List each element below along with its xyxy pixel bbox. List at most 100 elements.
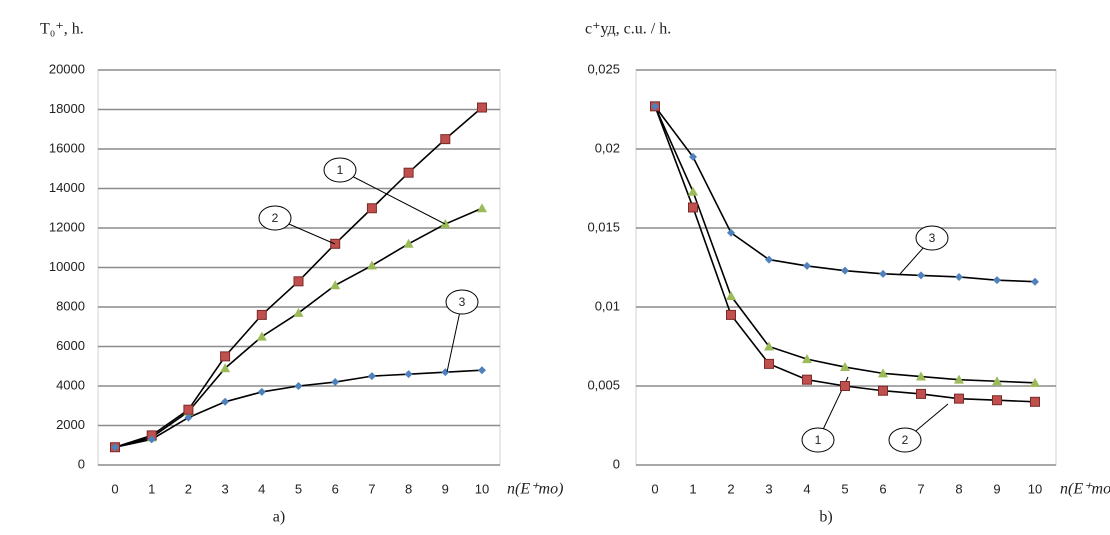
marker xyxy=(726,290,736,300)
marker xyxy=(841,266,849,275)
x-tick-label: 6 xyxy=(879,481,886,496)
marker xyxy=(330,280,341,290)
y-tick-label: 8000 xyxy=(56,298,85,313)
marker xyxy=(147,435,156,444)
marker xyxy=(220,363,231,373)
y-tick-label: 18000 xyxy=(49,101,85,116)
marker xyxy=(477,203,487,213)
y-tick-label: 0,015 xyxy=(587,219,620,234)
label-circle xyxy=(445,289,479,315)
marker xyxy=(916,388,926,399)
marker xyxy=(992,395,1002,406)
marker xyxy=(256,331,267,341)
series-label: 2 xyxy=(272,211,279,225)
x-tick-label: 9 xyxy=(442,481,449,496)
marker xyxy=(727,228,735,237)
series-line xyxy=(114,369,483,449)
x-tick-label: 4 xyxy=(258,481,265,496)
x-tick-label: 8 xyxy=(955,481,962,496)
x-tick-label: 7 xyxy=(917,481,924,496)
marker xyxy=(366,203,377,214)
marker xyxy=(916,371,926,381)
x-tick-label: 2 xyxy=(185,481,192,496)
series-label: 3 xyxy=(459,295,466,309)
marker xyxy=(992,376,1002,386)
x-tick-label: 10 xyxy=(1028,481,1042,496)
x-tick-label: 0 xyxy=(651,481,658,496)
x-tick-label: 2 xyxy=(727,481,734,496)
marker xyxy=(221,397,230,406)
marker xyxy=(802,354,812,364)
marker xyxy=(765,255,773,264)
marker xyxy=(993,276,1001,285)
marker xyxy=(403,238,414,248)
x-tick-label: 5 xyxy=(841,481,848,496)
marker xyxy=(803,261,811,270)
y-tick-label: 0 xyxy=(78,456,85,471)
y-tick-label: 10000 xyxy=(49,259,85,274)
marker xyxy=(802,374,812,385)
caption: b) xyxy=(819,509,832,526)
y-tick-label: 6000 xyxy=(56,338,85,353)
marker xyxy=(257,387,266,396)
marker xyxy=(366,260,377,270)
marker xyxy=(293,276,304,287)
x-tick-label: 8 xyxy=(405,481,412,496)
y-tick-label: 0,01 xyxy=(595,298,620,313)
y-tick-label: 2000 xyxy=(56,417,85,432)
marker xyxy=(840,362,850,372)
y-tick-label: 14000 xyxy=(49,180,85,195)
marker xyxy=(955,272,963,281)
marker xyxy=(764,341,774,351)
marker xyxy=(441,368,450,377)
x-tick-label: 1 xyxy=(148,481,155,496)
x-axis-title: n(E⁺то) xyxy=(507,481,563,498)
x-tick-label: 6 xyxy=(332,481,339,496)
marker xyxy=(440,134,451,145)
y-axis-title: T₀⁺, h. xyxy=(40,21,84,38)
marker xyxy=(840,381,850,391)
marker xyxy=(220,351,231,362)
x-tick-label: 3 xyxy=(765,481,772,496)
marker xyxy=(878,368,888,378)
marker xyxy=(651,102,659,111)
marker xyxy=(330,238,341,249)
y-tick-label: 12000 xyxy=(49,219,85,234)
marker xyxy=(917,271,925,280)
marker xyxy=(689,152,697,161)
x-tick-label: 3 xyxy=(221,481,228,496)
marker xyxy=(403,167,414,178)
marker xyxy=(1030,377,1040,387)
y-tick-label: 0,005 xyxy=(587,377,620,392)
marker xyxy=(954,393,964,404)
x-tick-label: 10 xyxy=(475,481,489,496)
marker xyxy=(477,102,487,113)
marker xyxy=(111,443,119,452)
series-label: 1 xyxy=(337,163,344,177)
marker xyxy=(478,366,486,375)
x-tick-label: 5 xyxy=(295,481,302,496)
label-circle xyxy=(801,427,835,453)
plot-area xyxy=(635,69,1057,466)
y-tick-label: 20000 xyxy=(49,61,85,76)
series-label: 3 xyxy=(929,231,936,245)
y-tick-label: 4000 xyxy=(56,377,85,392)
marker xyxy=(404,370,413,379)
x-tick-label: 9 xyxy=(993,481,1000,496)
marker xyxy=(184,413,193,422)
label-circle xyxy=(258,205,292,231)
x-tick-label: 7 xyxy=(368,481,375,496)
marker xyxy=(1031,277,1039,286)
marker xyxy=(1030,396,1040,407)
marker xyxy=(331,378,340,387)
marker xyxy=(440,219,451,229)
marker xyxy=(954,374,964,384)
label-circle xyxy=(915,225,949,251)
caption: a) xyxy=(273,509,285,526)
y-tick-label: 16000 xyxy=(49,140,85,155)
label-circle xyxy=(888,427,922,453)
series-line xyxy=(654,105,1036,283)
x-tick-label: 0 xyxy=(111,481,118,496)
marker xyxy=(294,382,303,390)
